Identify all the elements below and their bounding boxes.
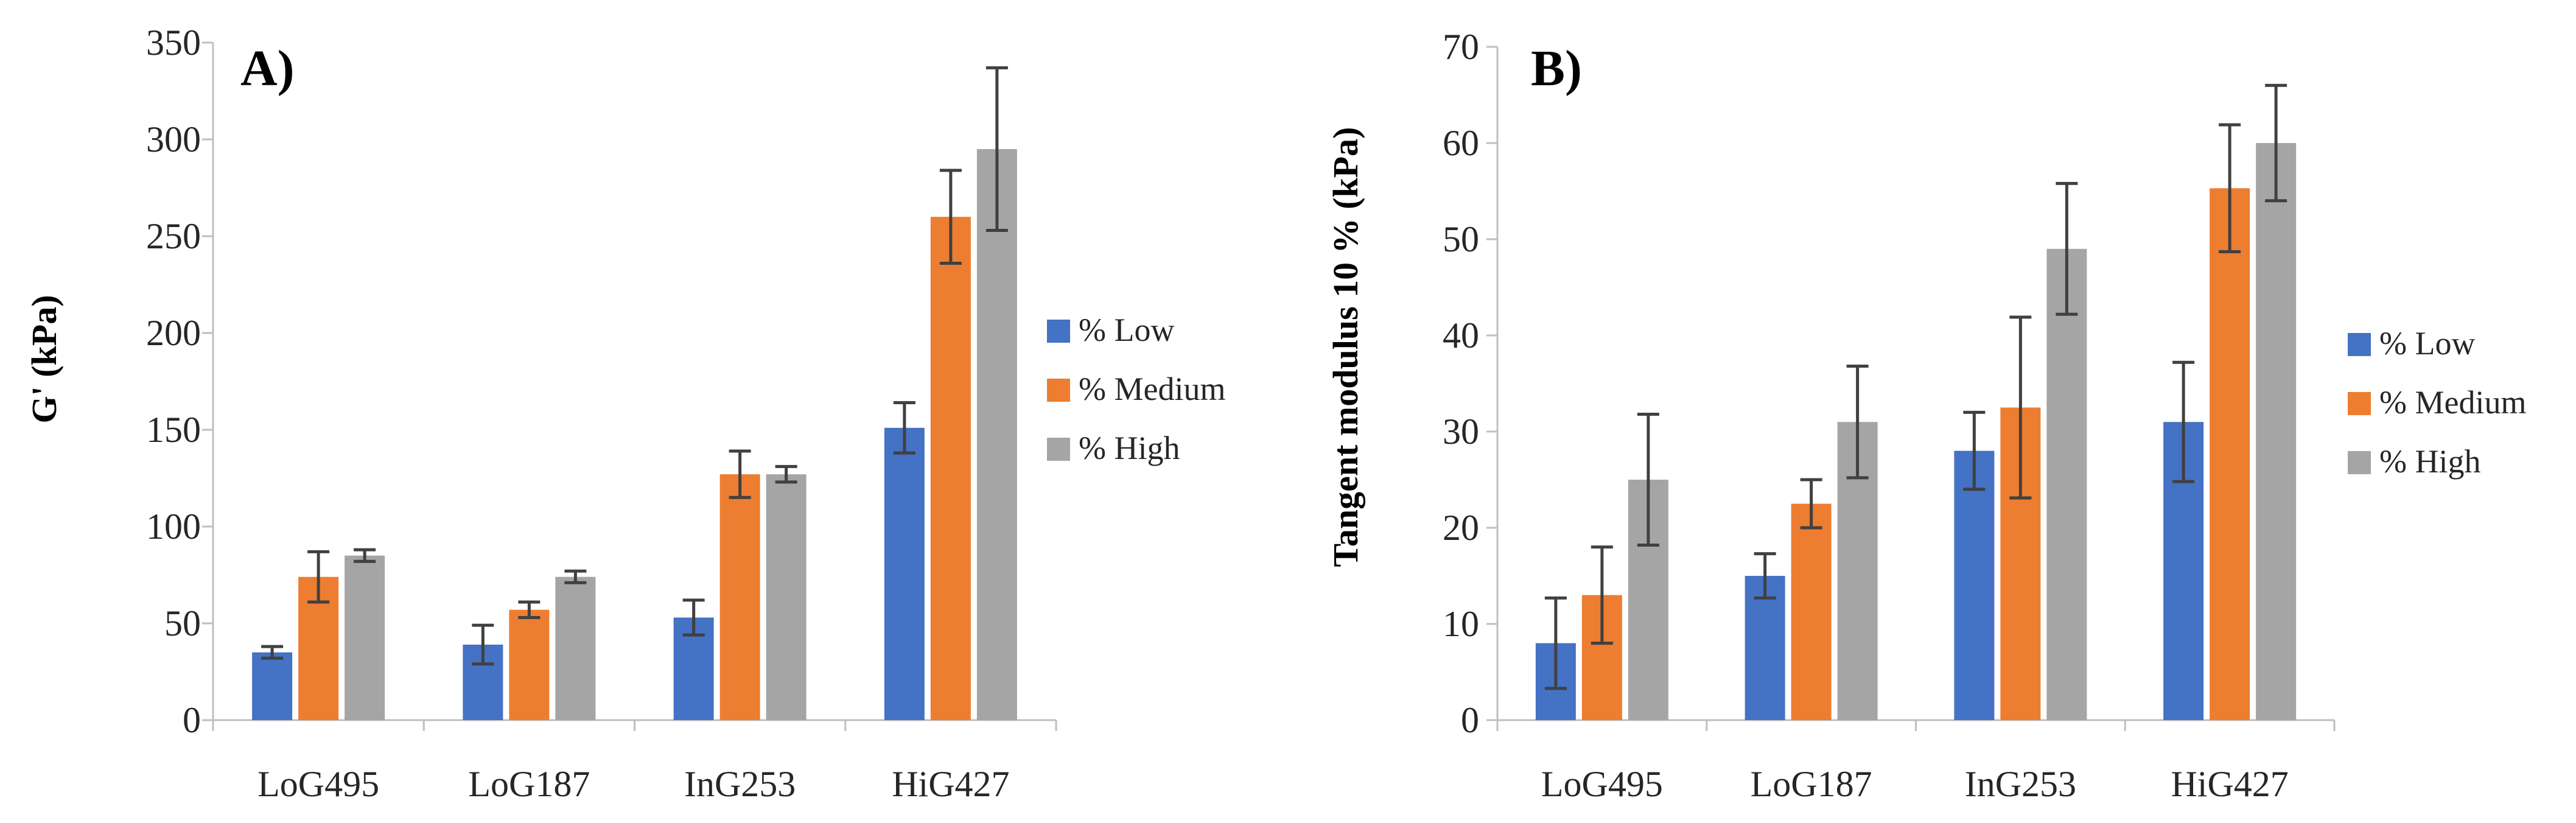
error-bar-low-a bbox=[682, 598, 705, 637]
error-bar-medium-b bbox=[1800, 478, 1822, 530]
legend-swatch-high-a bbox=[1047, 438, 1070, 461]
bars-a bbox=[252, 149, 1017, 720]
y-tick-label-b: 10 bbox=[1443, 604, 1479, 644]
error-bar-medium-a bbox=[939, 169, 962, 265]
error-bars-b bbox=[1544, 83, 2287, 690]
y-ticks-a: 0 50 100 150 200 250 300 350 bbox=[146, 23, 201, 740]
bar-high-a bbox=[766, 474, 807, 720]
y-ticks-b: 0 10 20 30 40 50 60 70 bbox=[1443, 27, 1479, 740]
bar-low-a bbox=[252, 652, 293, 720]
error-bar-medium-b bbox=[2219, 123, 2241, 254]
error-bar-low-b bbox=[1754, 552, 1776, 600]
error-bar-low-b bbox=[2172, 360, 2195, 483]
error-bar-high-a bbox=[564, 569, 587, 584]
y-tick-label-a: 300 bbox=[146, 119, 201, 159]
error-bar-low-a bbox=[472, 623, 494, 666]
error-bar-high-b bbox=[1846, 365, 1869, 480]
error-bar-low-b bbox=[1963, 410, 1986, 491]
y-tick-label-b: 40 bbox=[1443, 315, 1479, 355]
legend-label-low-a: % Low bbox=[1079, 312, 1174, 348]
legend-swatch-low-b bbox=[2348, 333, 2371, 356]
x-tick-label-b: HiG427 bbox=[2171, 764, 2288, 804]
chart-panel-b: B) Tangent modulus 10 % (kPa) 0 10 20 30 40 5… bbox=[1326, 27, 2526, 804]
error-bar-high-a bbox=[775, 464, 797, 484]
y-axis-title-a: G' (kPa) bbox=[24, 295, 64, 423]
x-ticks-a: LoG495 LoG187 InG253 HiG427 bbox=[257, 764, 1009, 804]
legend-label-high-a: % High bbox=[1079, 430, 1180, 466]
y-axis-title-b: Tangent modulus 10 % (kPa) bbox=[1326, 127, 1365, 567]
error-bar-high-b bbox=[1637, 413, 1659, 547]
bar-medium-a bbox=[930, 217, 971, 720]
error-bar-high-b bbox=[2056, 181, 2078, 316]
y-tick-label-a: 0 bbox=[183, 700, 201, 740]
legend-a: % Low % Medium % High bbox=[1047, 312, 1225, 466]
legend-label-high-b: % High bbox=[2379, 443, 2480, 480]
error-bar-low-a bbox=[893, 401, 915, 455]
legend-swatch-medium-b bbox=[2348, 392, 2371, 415]
error-bar-medium-b bbox=[2009, 315, 2032, 500]
legend-swatch-high-b bbox=[2348, 451, 2371, 474]
x-tick-label-a: InG253 bbox=[684, 764, 796, 804]
panel-label-b: B) bbox=[1531, 40, 1582, 97]
x-tick-label-a: HiG427 bbox=[892, 764, 1009, 804]
y-tick-label-a: 50 bbox=[164, 603, 201, 643]
y-tick-label-b: 30 bbox=[1443, 412, 1479, 452]
legend-swatch-medium-a bbox=[1047, 379, 1070, 402]
bar-high-a bbox=[976, 149, 1017, 720]
bar-low-a bbox=[884, 427, 925, 720]
y-tick-label-a: 350 bbox=[146, 23, 201, 63]
x-tick-label-a: LoG495 bbox=[257, 764, 379, 804]
error-bars-a bbox=[261, 66, 1008, 666]
bar-high-a bbox=[555, 576, 596, 720]
error-bar-medium-a bbox=[307, 550, 330, 604]
x-tick-label-a: LoG187 bbox=[468, 764, 590, 804]
x-tick-label-b: LoG187 bbox=[1751, 764, 1872, 804]
error-bar-low-a bbox=[261, 645, 284, 660]
bar-high-b bbox=[2046, 248, 2087, 720]
bar-low-b bbox=[1954, 450, 1995, 720]
bar-medium-a bbox=[719, 474, 760, 720]
error-bar-medium-b bbox=[1591, 545, 1613, 645]
y-tick-label-a: 100 bbox=[146, 506, 201, 547]
x-tick-label-b: InG253 bbox=[1965, 764, 2076, 804]
legend-label-medium-b: % Medium bbox=[2379, 384, 2526, 421]
error-bar-low-b bbox=[1544, 596, 1567, 690]
error-bar-medium-a bbox=[729, 449, 751, 499]
bar-high-a bbox=[345, 555, 385, 720]
y-tick-label-b: 60 bbox=[1443, 123, 1479, 163]
error-bar-high-b bbox=[2265, 83, 2287, 203]
legend-label-medium-a: % Medium bbox=[1079, 371, 1225, 407]
y-tick-label-b: 50 bbox=[1443, 219, 1479, 259]
y-tick-label-b: 20 bbox=[1443, 508, 1479, 548]
y-tick-label-a: 150 bbox=[146, 410, 201, 450]
error-bar-high-a bbox=[354, 548, 376, 563]
panel-label-a: A) bbox=[240, 40, 295, 97]
y-tick-label-b: 0 bbox=[1461, 700, 1479, 740]
legend-swatch-low-a bbox=[1047, 320, 1070, 343]
bar-medium-a bbox=[509, 609, 550, 720]
y-tick-label-a: 250 bbox=[146, 216, 201, 256]
legend-label-low-b: % Low bbox=[2379, 325, 2475, 362]
error-bar-medium-a bbox=[518, 600, 541, 619]
chart-panel-a: A) G' (kPa) 0 50 100 150 200 250 300 350 LoG495… bbox=[24, 23, 1225, 804]
y-tick-label-a: 200 bbox=[146, 313, 201, 353]
y-tick-label-b: 70 bbox=[1443, 27, 1479, 67]
x-tick-label-b: LoG495 bbox=[1541, 764, 1663, 804]
error-bar-high-a bbox=[985, 66, 1008, 232]
bar-medium-b bbox=[1791, 503, 1832, 720]
bar-low-b bbox=[1745, 576, 1785, 720]
x-ticks-b: LoG495 LoG187 InG253 HiG427 bbox=[1541, 764, 2289, 804]
legend-b: % Low % Medium % High bbox=[2348, 325, 2526, 480]
bar-high-b bbox=[2256, 143, 2297, 720]
bar-medium-b bbox=[2210, 188, 2250, 720]
